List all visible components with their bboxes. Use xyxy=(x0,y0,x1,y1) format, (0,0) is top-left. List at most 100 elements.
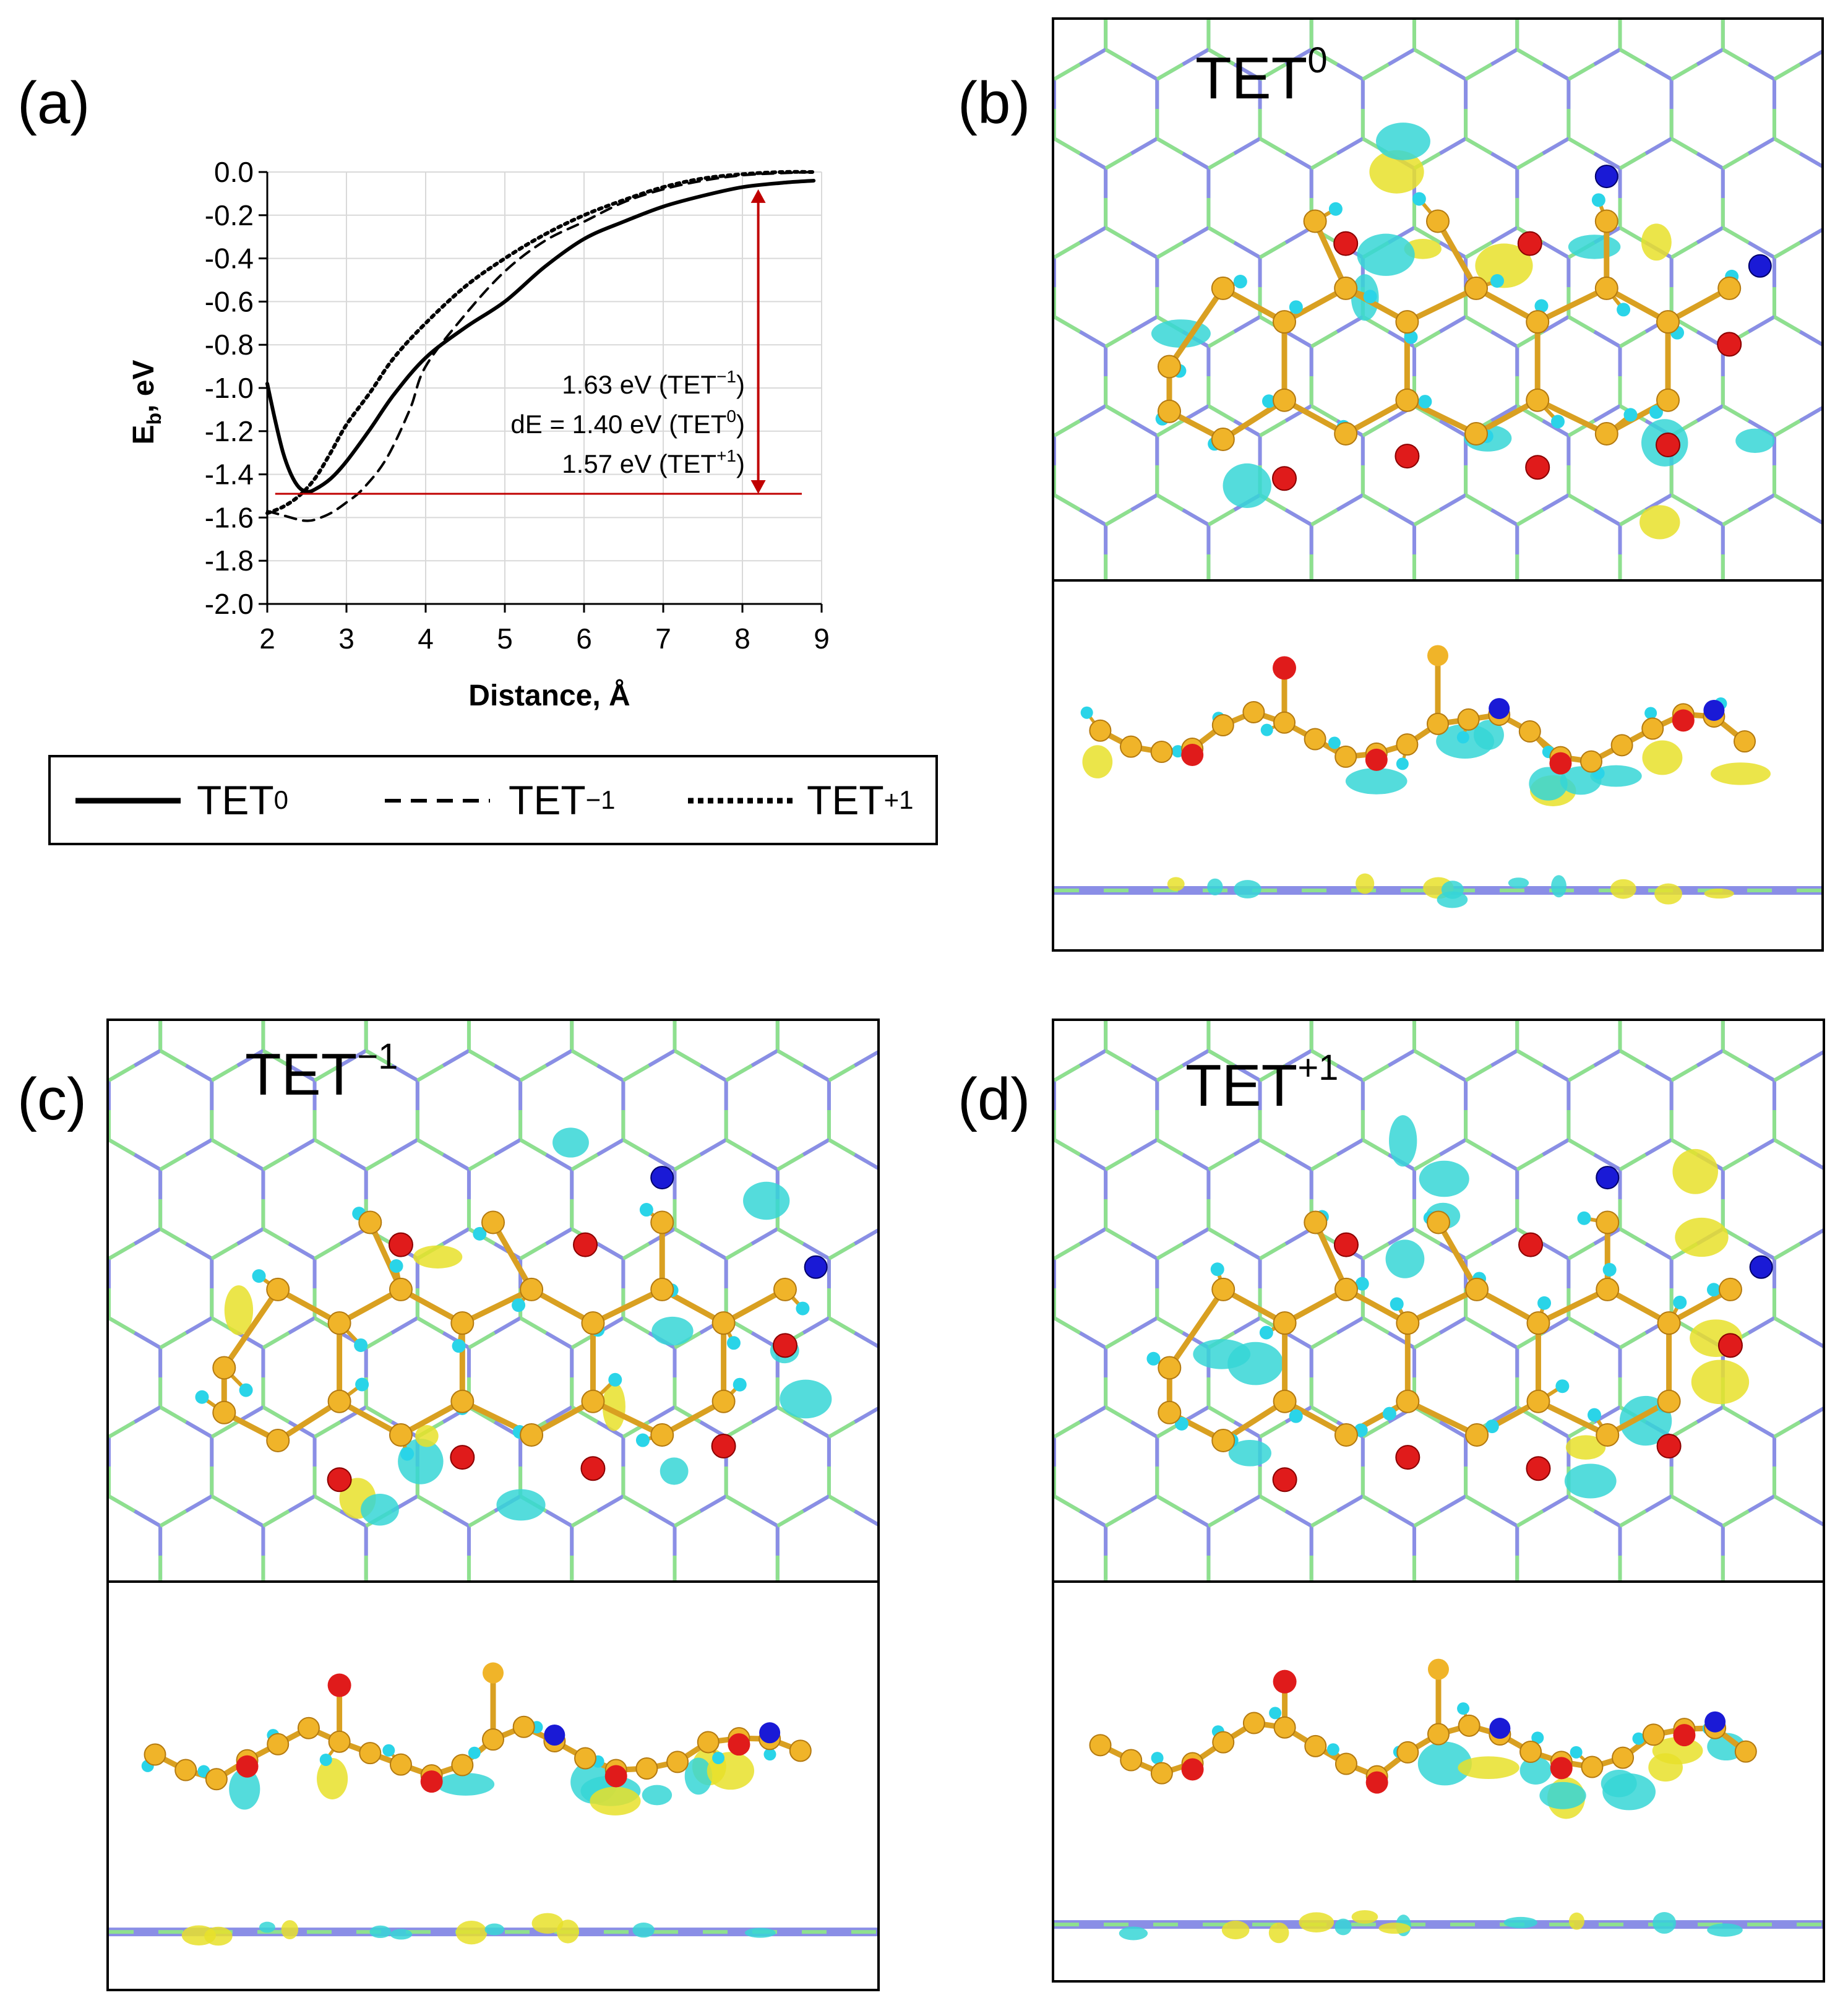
lattice-bond xyxy=(159,1153,187,1171)
lattice-bond xyxy=(1104,1509,1133,1528)
lattice-bond xyxy=(1336,1064,1364,1082)
carbon-atom xyxy=(1427,645,1448,666)
lattice-bond xyxy=(288,1138,316,1157)
lattice-bond xyxy=(1542,241,1570,259)
isosurface-blob xyxy=(602,1382,625,1431)
lattice-bond xyxy=(1464,241,1493,259)
lattice-bond xyxy=(699,1138,728,1157)
lattice-bond xyxy=(365,1153,393,1171)
hydrogen-atom xyxy=(1328,202,1343,216)
lattice-bond xyxy=(416,1064,444,1082)
molecule-bond xyxy=(1406,285,1477,325)
lattice-bond xyxy=(1542,315,1570,334)
carbon-atom xyxy=(1657,1311,1681,1335)
lattice-bond xyxy=(674,1227,702,1246)
oxygen-atom xyxy=(1717,332,1742,357)
lattice-bond xyxy=(1542,62,1570,81)
molecule-render xyxy=(1054,20,1821,579)
lattice-bond xyxy=(1079,1331,1107,1350)
lattice-bond xyxy=(1644,1242,1673,1260)
lattice-bond xyxy=(1696,226,1724,244)
hydrogen-atom xyxy=(1570,1746,1583,1759)
lattice-bond xyxy=(390,1138,419,1157)
lattice-bond xyxy=(109,1494,136,1513)
carbon-atom xyxy=(1242,1712,1265,1734)
molecule-bond xyxy=(591,1398,664,1438)
x-tick-label: 7 xyxy=(655,622,671,655)
carbon-atom xyxy=(1273,1311,1297,1335)
lattice-bond xyxy=(288,1316,316,1335)
hydrogen-atom xyxy=(733,1377,747,1392)
carbon-atom xyxy=(1273,310,1296,334)
molecule-bond xyxy=(1167,286,1226,369)
carbon-atom xyxy=(1334,745,1357,768)
lattice-bond xyxy=(828,1420,856,1439)
hydrogen-atom xyxy=(1233,275,1247,289)
molecule-bond xyxy=(276,1398,342,1443)
lattice-bond xyxy=(314,1064,342,1082)
carbon-atom xyxy=(450,1311,475,1335)
lattice-bond xyxy=(1054,62,1081,81)
isosurface-blob xyxy=(743,1181,790,1220)
lattice-bond xyxy=(570,1049,599,1067)
lattice-bond xyxy=(1696,1049,1724,1067)
lattice-bond xyxy=(802,1064,830,1082)
lattice-bond xyxy=(1747,315,1776,334)
lattice-bond xyxy=(776,1509,804,1528)
carbon-atom xyxy=(1120,1749,1143,1772)
hydrogen-atom xyxy=(1485,1419,1499,1434)
y-tick-label: -2.0 xyxy=(205,588,254,620)
lattice-bond xyxy=(1773,1242,1802,1260)
lattice-bond xyxy=(1799,406,1821,423)
panel-c-state-label: TET−1 xyxy=(245,1036,398,1108)
isosurface-blob xyxy=(744,1928,776,1938)
carbon-atom xyxy=(1395,310,1419,334)
lattice-bond xyxy=(1696,152,1724,170)
lattice-bond xyxy=(1362,1064,1390,1082)
lattice-bond xyxy=(1310,508,1338,527)
lattice-bond xyxy=(468,1509,496,1528)
lattice-bond xyxy=(1799,50,1821,66)
hydrogen-atom xyxy=(1418,395,1432,409)
annotation-line-2: dE = 1.40 eV (TET0) xyxy=(510,407,745,439)
hydrogen-atom xyxy=(1171,745,1184,758)
carbon-atom xyxy=(389,1753,412,1776)
lattice-bond xyxy=(545,1153,573,1171)
lattice-bond xyxy=(1567,1494,1596,1513)
panel-label-a: (a) xyxy=(17,70,90,136)
lattice-bond xyxy=(210,1138,239,1157)
carbon-atom xyxy=(1526,1311,1550,1335)
hydrogen-atom xyxy=(726,1336,741,1350)
carbon-atom xyxy=(481,1210,505,1234)
isosurface-blob xyxy=(1167,877,1185,891)
lattice-bond xyxy=(828,1494,856,1513)
carbon-atom xyxy=(1580,750,1602,773)
carbon-atom xyxy=(1596,1277,1620,1301)
isosurface-blob xyxy=(1441,881,1464,899)
carbon-atom xyxy=(1718,1277,1742,1301)
hydrogen-atom xyxy=(1456,731,1469,744)
lattice-bond xyxy=(1747,62,1776,81)
lattice-bond xyxy=(1079,152,1107,170)
hydrogen-atom xyxy=(1649,405,1663,419)
lattice-bond xyxy=(1516,508,1544,527)
lattice-bond xyxy=(1387,508,1416,527)
carbon-atom xyxy=(1594,421,1618,446)
lattice-bond xyxy=(236,1153,264,1171)
lattice-bond xyxy=(1182,508,1210,527)
lattice-bond xyxy=(1156,1242,1184,1260)
lattice-bond xyxy=(1079,48,1107,66)
hydrogen-atom xyxy=(468,1746,481,1759)
carbon-atom xyxy=(581,1311,605,1335)
panel-d-state-label: TET+1 xyxy=(1185,1048,1339,1119)
carbon-atom xyxy=(1211,1277,1236,1301)
lattice-bond xyxy=(1054,1420,1081,1439)
carbon-atom xyxy=(1089,1734,1112,1757)
lattice-bond xyxy=(1054,493,1081,512)
molecule-bond xyxy=(591,1286,664,1326)
lattice-bond xyxy=(1207,1509,1236,1528)
lattice-bond xyxy=(1439,493,1467,512)
lattice-bond xyxy=(236,1331,264,1350)
oxygen-atom xyxy=(327,1673,351,1697)
lattice-bond xyxy=(1439,315,1467,334)
